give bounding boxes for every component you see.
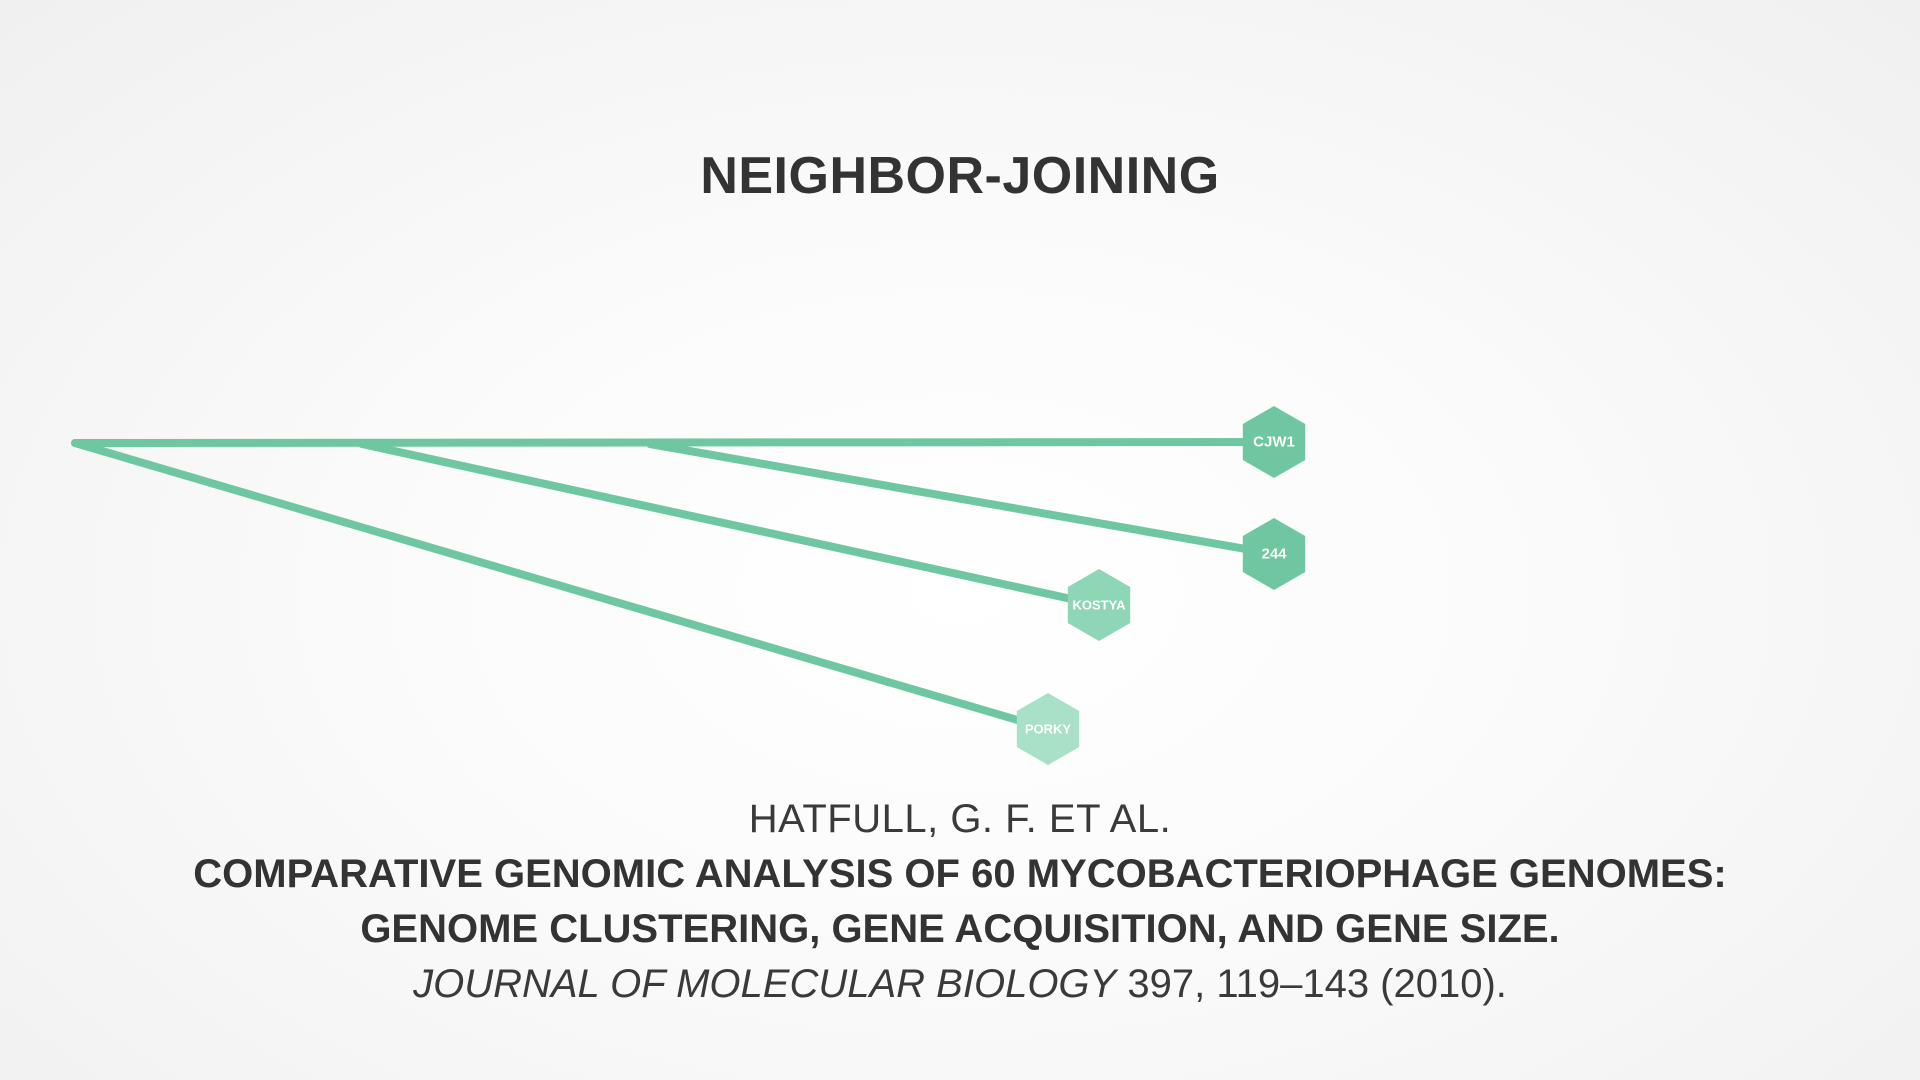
citation-volume-pages-year: 397, 119–143 (2010). [1116, 962, 1507, 1006]
branch-porky [71, 439, 1052, 733]
node-kostya-hexagon [1067, 569, 1131, 641]
citation: HATFULL, G. F. ET AL. COMPARATIVE GENOMI… [0, 792, 1920, 1012]
citation-authors: HATFULL, G. F. ET AL. [748, 797, 1172, 841]
node-porky-label: PORKY [1025, 722, 1072, 737]
node-244-label: 244 [1261, 546, 1287, 563]
node-244-hexagon [1242, 518, 1306, 590]
citation-journal-name: JOURNAL OF MOLECULAR BIOLOGY [413, 962, 1117, 1006]
branch-kostya [358, 440, 1103, 609]
citation-journal-line: JOURNAL OF MOLECULAR BIOLOGY 397, 119–14… [0, 957, 1920, 1012]
node-kostya-label: KOSTYA [1073, 598, 1127, 613]
branch-244 [646, 440, 1278, 558]
node-cjw1-hexagon [1242, 406, 1306, 478]
slide-title: NEIGHBOR-JOINING [700, 147, 1220, 205]
branch-cjw1 [71, 438, 1278, 447]
node-cjw1-label: CJW1 [1253, 434, 1295, 451]
tree-leaf-nodes: CJW1 244 KOSTYA PORKY [1016, 406, 1306, 765]
tree-branches [71, 438, 1278, 733]
citation-title-line-1: COMPARATIVE GENOMIC ANALYSIS OF 60 MYCOB… [193, 852, 1727, 896]
citation-title-line-2: GENOME CLUSTERING, GENE ACQUISITION, AND… [360, 907, 1560, 951]
node-porky-hexagon [1016, 693, 1080, 765]
